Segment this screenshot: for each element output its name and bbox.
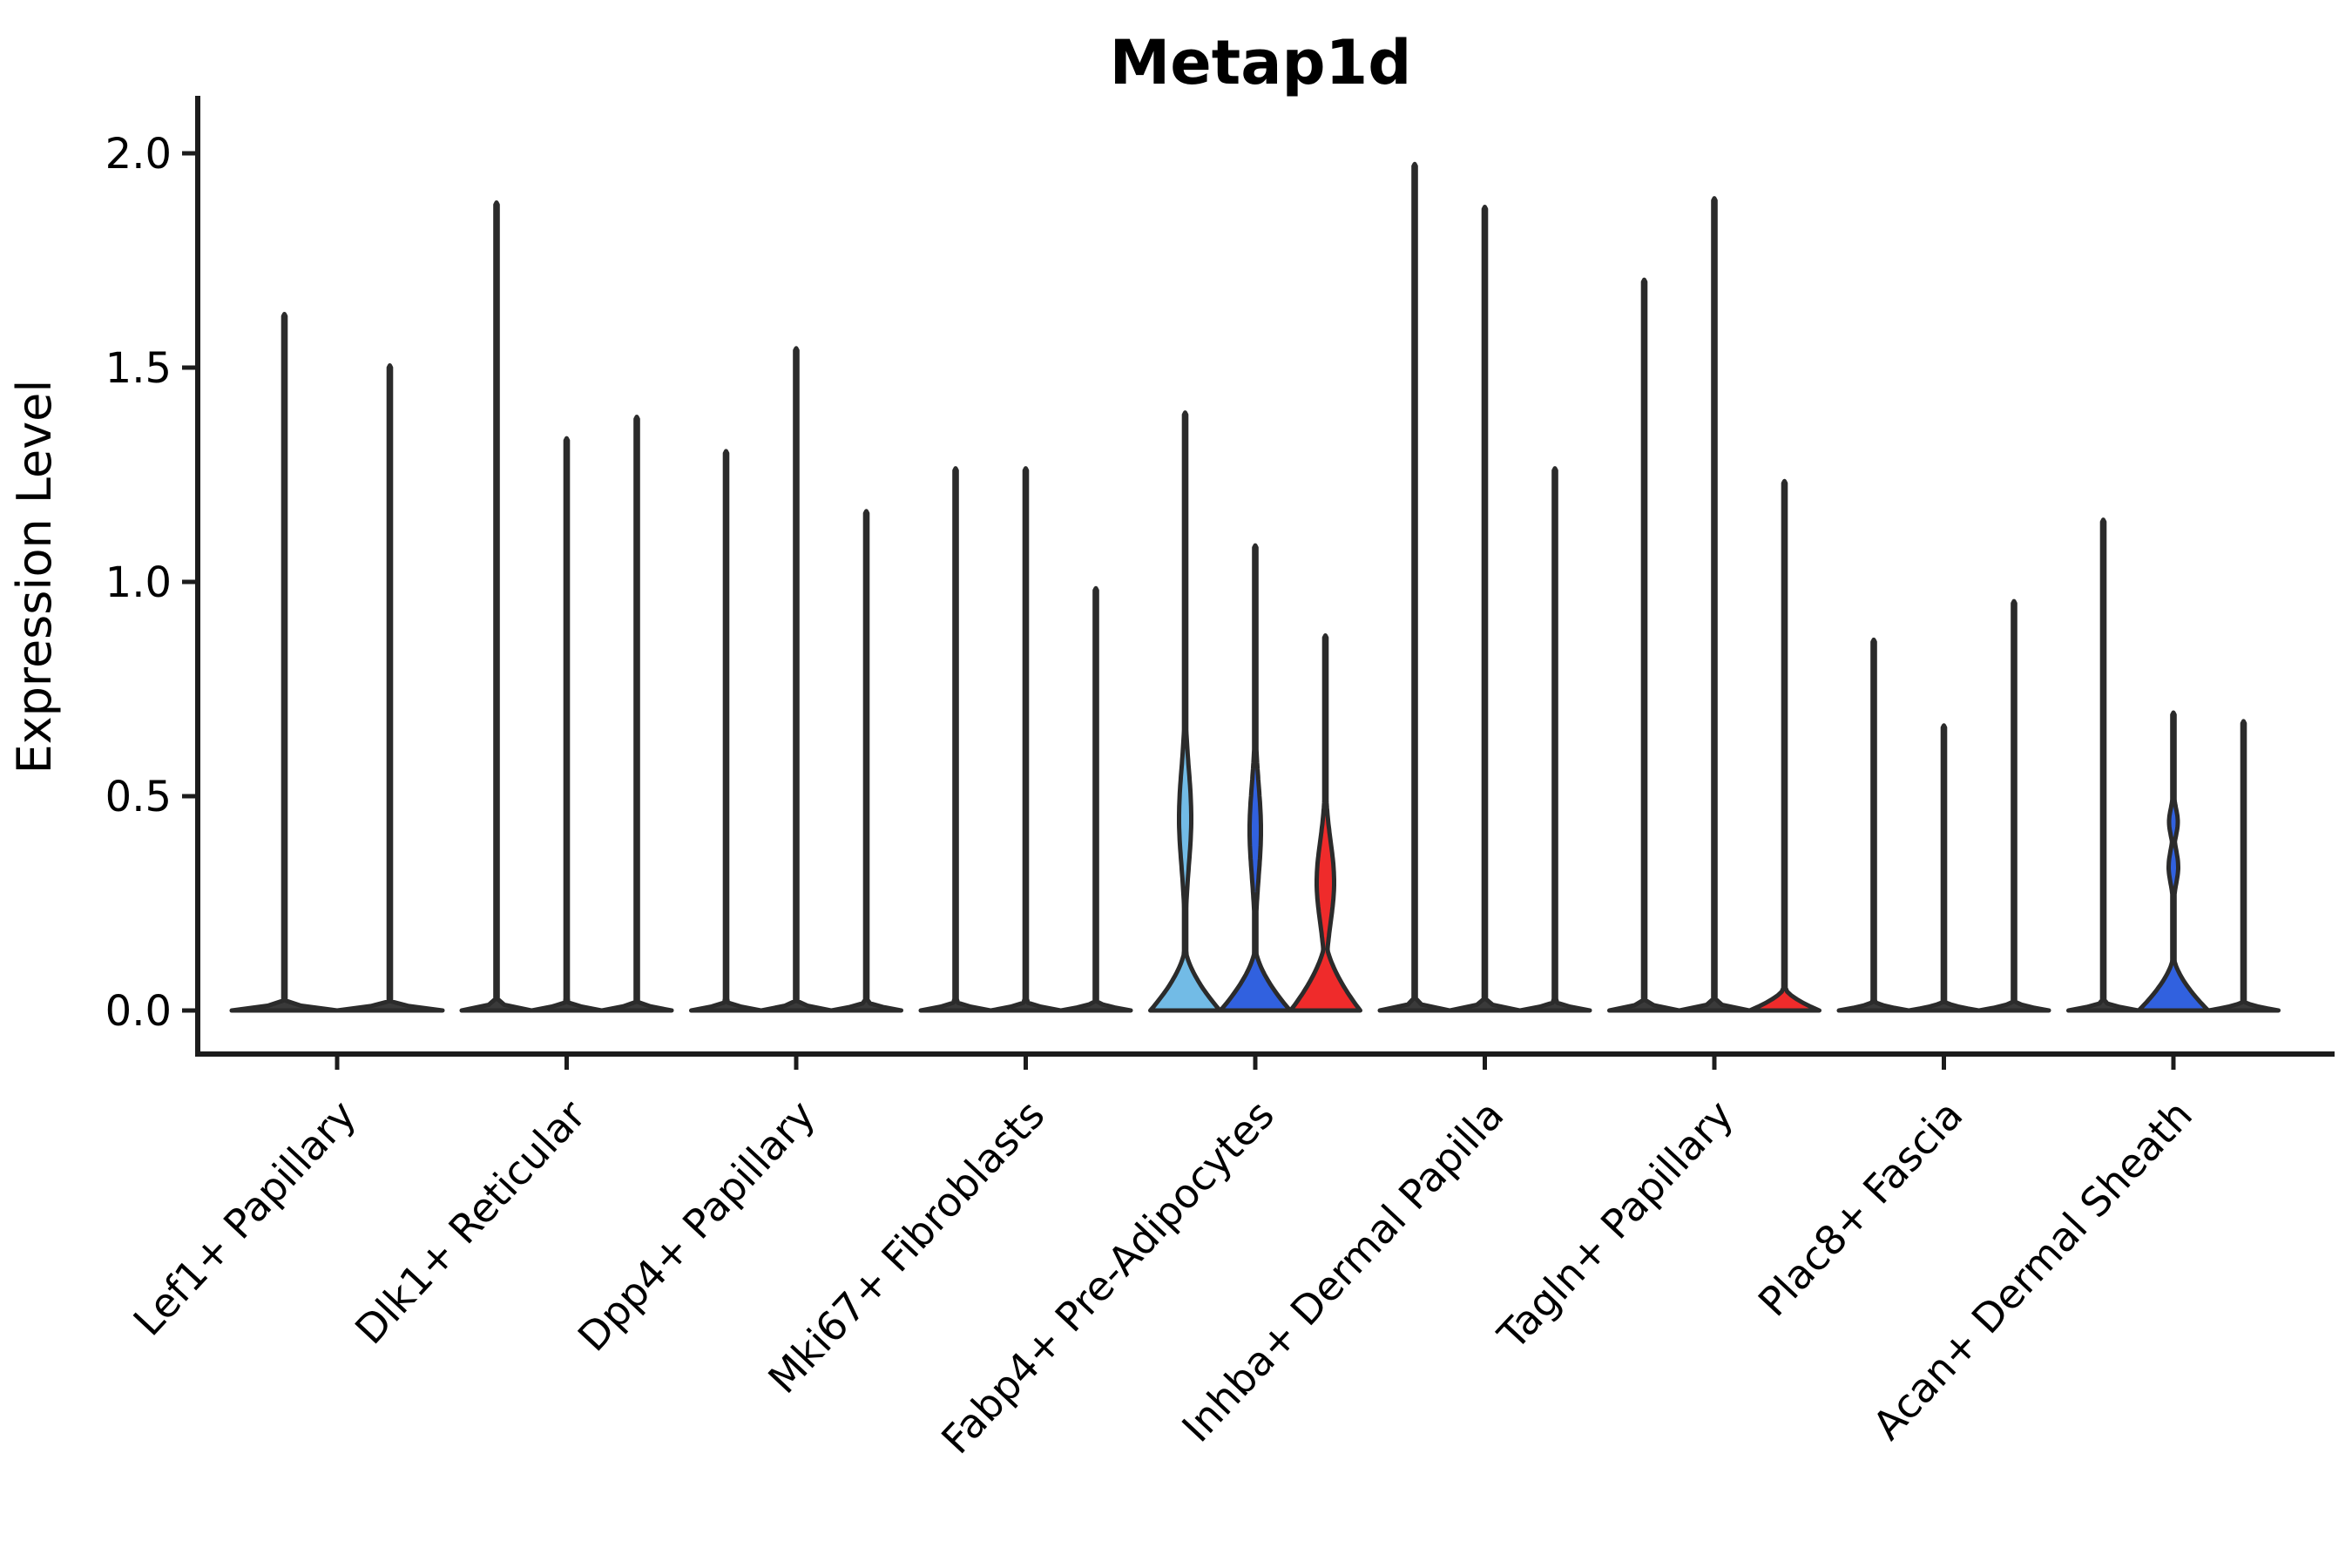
y-axis-ticks: 0.0 0.5 1.0 1.5 2.0 <box>105 130 198 1036</box>
axes <box>195 96 2335 1057</box>
violin-mki67-1 <box>918 466 993 1013</box>
y-tick-label-1: 0.5 <box>105 773 172 821</box>
violin-fabp4-2 <box>1218 543 1293 1013</box>
violin-fabp4-3 <box>1288 633 1362 1013</box>
violin-tagln-1 <box>1607 277 1681 1013</box>
violin-series <box>229 161 2281 1013</box>
violin-acan-1 <box>2066 517 2140 1013</box>
violin-inhba-3 <box>1517 466 1592 1013</box>
violin-tagln-2 <box>1677 196 1752 1013</box>
violin-dlk1-3 <box>599 415 674 1013</box>
violin-fabp4-1 <box>1148 410 1222 1013</box>
violin-plac8-1 <box>1836 637 1911 1013</box>
x-tick-label-7: Plac8+ Fascia <box>1749 1092 1972 1326</box>
violin-dlk1-2 <box>530 436 604 1013</box>
violin-mki67-2 <box>989 466 1063 1013</box>
violin-tagln-3 <box>1747 478 1821 1013</box>
violin-acan-2 <box>2136 710 2211 1013</box>
violin-dpp4-1 <box>689 449 763 1013</box>
violin-acan-3 <box>2207 719 2281 1013</box>
violin-dpp4-3 <box>829 509 903 1013</box>
violin-dlk1-1 <box>459 200 534 1013</box>
violin-lef1-1 <box>229 312 340 1013</box>
x-tick-label-1: Dlk1+ Reticular <box>346 1092 594 1354</box>
violin-mki67-3 <box>1058 585 1133 1013</box>
violin-dpp4-2 <box>759 346 834 1013</box>
x-tick-label-0: Lef1+ Papillary <box>125 1092 365 1345</box>
violin-plac8-2 <box>1907 723 1981 1013</box>
y-axis-label: Expression Level <box>7 380 62 774</box>
violin-lef1-2 <box>335 363 445 1013</box>
x-tick-label-2: Dpp4+ Papillary <box>569 1092 824 1361</box>
y-tick-label-3: 1.5 <box>105 344 172 393</box>
x-tick-label-6: Tagln+ Papillary <box>1488 1092 1742 1359</box>
chart-title: Metap1d <box>1110 27 1412 98</box>
y-tick-label-4: 2.0 <box>105 130 172 179</box>
y-tick-label-0: 0.0 <box>105 987 172 1036</box>
violin-inhba-2 <box>1448 205 1522 1013</box>
violin-plac8-3 <box>1977 598 2051 1013</box>
violin-inhba-1 <box>1377 161 1452 1013</box>
y-tick-label-2: 1.0 <box>105 558 172 607</box>
